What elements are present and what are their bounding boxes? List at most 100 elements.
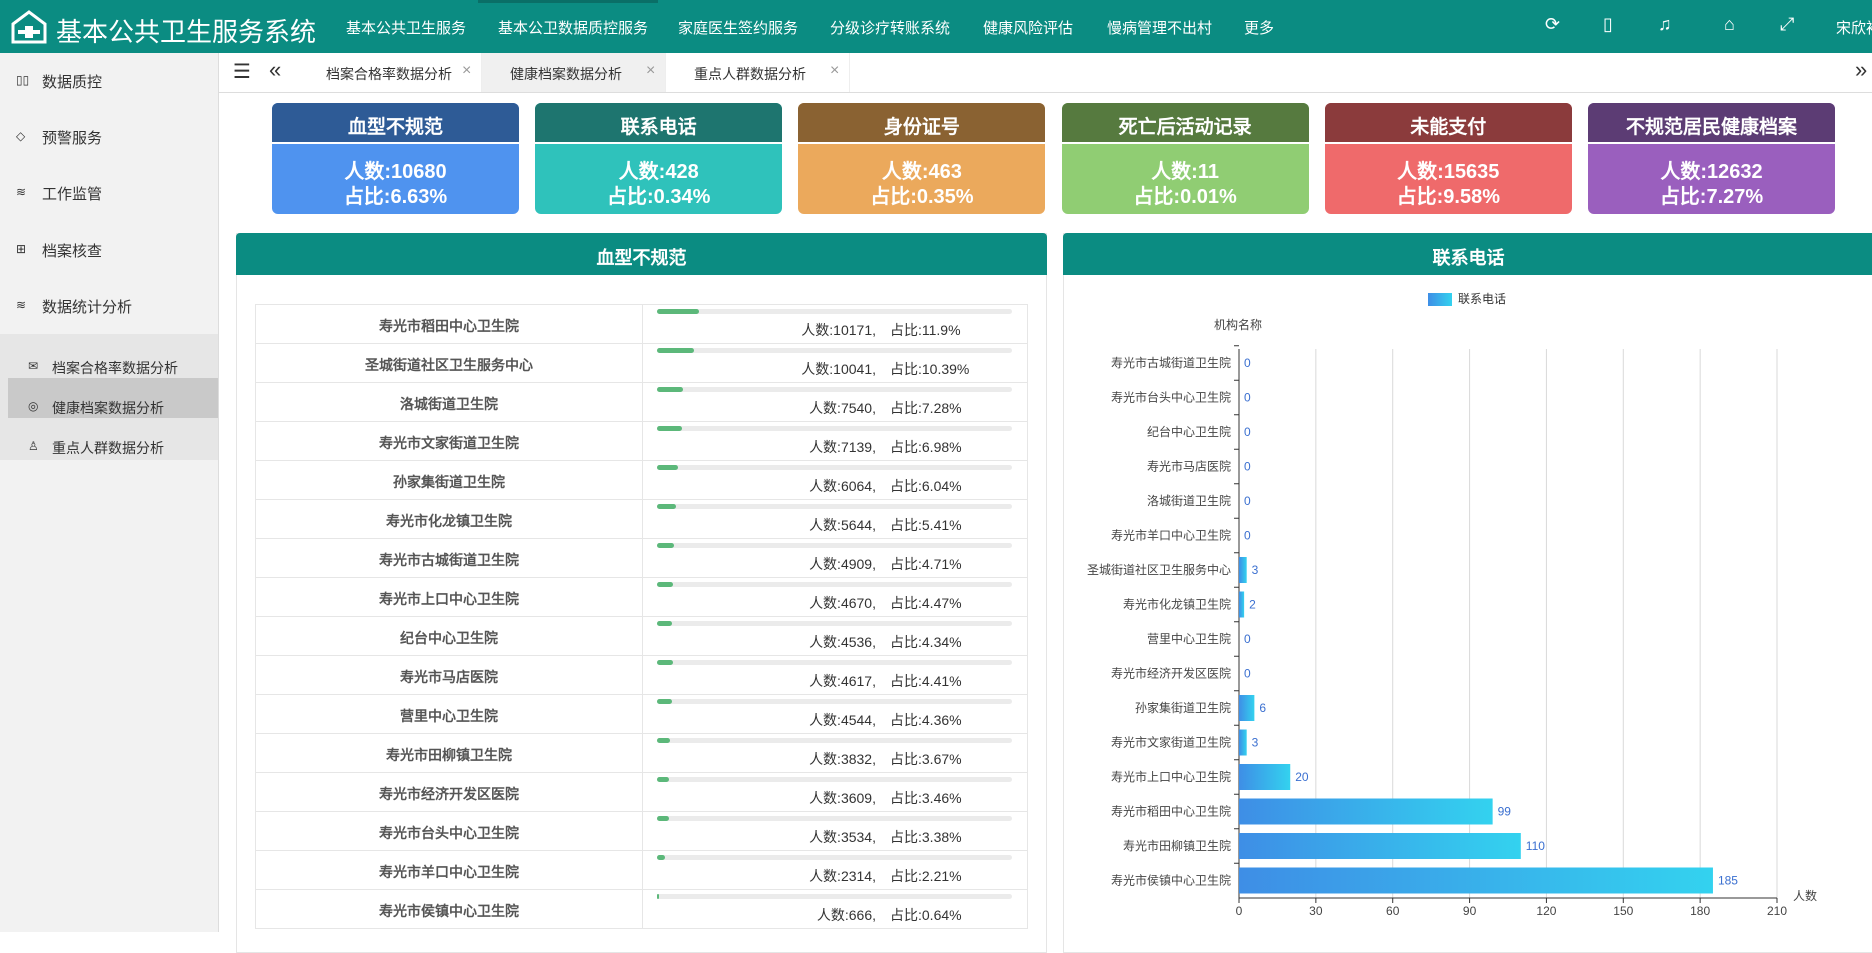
menu-icon: ⊞ bbox=[16, 242, 27, 256]
panel-header bbox=[236, 233, 1047, 275]
tab[interactable]: 健康档案数据分析 × bbox=[482, 53, 666, 92]
submenu-active bbox=[8, 378, 218, 418]
row-ratio: 占比:0.64% bbox=[890, 907, 962, 923]
card-ratio: 占比:7.27% bbox=[1659, 186, 1764, 208]
row-count: 人数:2314, bbox=[809, 868, 876, 884]
x-tick-label: 90 bbox=[1463, 904, 1477, 918]
nav-item[interactable]: 慢病管理不出村 bbox=[1107, 20, 1213, 37]
cell-divider bbox=[642, 851, 643, 889]
card-ratio: 占比:0.34% bbox=[607, 186, 711, 208]
submenu-item[interactable]: 重点人群数据分析 bbox=[52, 440, 164, 456]
cell-divider bbox=[642, 695, 643, 733]
org-name: 洛城街道卫生院 bbox=[400, 396, 498, 412]
cell-divider bbox=[642, 500, 643, 538]
row-count: 人数:4670, bbox=[809, 595, 876, 611]
tab-close[interactable]: × bbox=[830, 62, 840, 79]
menu-item[interactable]: 数据质控 bbox=[42, 74, 103, 91]
tab-label: 档案合格率数据分析 bbox=[326, 66, 452, 82]
card-ratio: 占比:9.58% bbox=[1396, 186, 1500, 208]
y-tick-label: 寿光市稻田中心卫生院 bbox=[1111, 804, 1231, 819]
row-count: 人数:3534, bbox=[809, 829, 876, 845]
nav-item[interactable]: 家庭医生签约服务 bbox=[678, 20, 799, 37]
row-count: 人数:7540, bbox=[809, 400, 876, 416]
progress-track bbox=[657, 309, 1012, 314]
nav-item[interactable]: 健康风险评估 bbox=[983, 20, 1074, 37]
legend-swatch bbox=[1428, 293, 1452, 306]
tab[interactable]: 档案合格率数据分析 × bbox=[298, 53, 482, 92]
card-count: 人数:15635 bbox=[1397, 161, 1500, 183]
submenu-item[interactable]: 档案合格率数据分析 bbox=[52, 360, 178, 376]
org-name: 寿光市田柳镇卫生院 bbox=[386, 747, 512, 763]
org-name: 寿光市羊口中心卫生院 bbox=[379, 864, 519, 880]
x-axis-name: 人数 bbox=[1793, 888, 1817, 903]
value-label: 110 bbox=[1526, 839, 1545, 853]
progress-track bbox=[657, 660, 1012, 665]
tab-label: 重点人群数据分析 bbox=[694, 66, 806, 82]
row-ratio: 占比:4.41% bbox=[890, 673, 962, 689]
progress-track bbox=[657, 855, 1012, 860]
card-ratio: 占比:0.35% bbox=[870, 186, 974, 208]
app-title: 基本公共卫生服务系统 bbox=[56, 17, 317, 47]
row-ratio: 占比:3.67% bbox=[890, 751, 962, 767]
scroll-right[interactable]: » bbox=[1855, 57, 1868, 82]
menu-icon: ≋ bbox=[16, 298, 27, 312]
sidebar: ▯▯ 数据质控 ◇ 预警服务 ≋ 工作监管 ⊞ 档案核查 ≋ 数据统计分析 ✉ 档案合格率数据分析 ◎ 健… bbox=[0, 53, 219, 932]
value-label: 0 bbox=[1244, 667, 1251, 681]
header-icon[interactable]: ⟳ bbox=[1545, 14, 1561, 34]
stat-card: 不规范居民健康档案 人数:12632 占比:7.27% bbox=[1588, 103, 1835, 214]
card-ratio: 占比:0.01% bbox=[1133, 186, 1237, 208]
progress-bar bbox=[657, 348, 694, 353]
cell-divider bbox=[642, 461, 643, 499]
value-label: 0 bbox=[1244, 391, 1251, 405]
tab-close[interactable]: × bbox=[462, 62, 472, 79]
header-icon[interactable]: ♫ bbox=[1658, 14, 1672, 34]
progress-bar bbox=[657, 426, 682, 431]
progress-bar bbox=[657, 816, 669, 821]
row-ratio: 占比:6.98% bbox=[890, 439, 962, 455]
menu-toggle[interactable]: ☰ bbox=[233, 61, 251, 83]
y-tick-label: 纪台中心卫生院 bbox=[1147, 424, 1231, 439]
header-icon[interactable]: ⤢ bbox=[1780, 14, 1795, 34]
user-name[interactable]: 宋欣裕 bbox=[1836, 20, 1872, 37]
value-label: 3 bbox=[1252, 563, 1259, 577]
nav-item[interactable]: 基本公共卫生服务 bbox=[346, 20, 467, 37]
row-count: 人数:7139, bbox=[809, 439, 876, 455]
card-header bbox=[272, 103, 519, 144]
row-ratio: 占比:6.04% bbox=[890, 478, 962, 494]
submenu-item[interactable]: 健康档案数据分析 bbox=[52, 400, 164, 416]
nav-item[interactable]: 更多 bbox=[1244, 20, 1275, 37]
bar bbox=[1239, 729, 1247, 756]
menu-item[interactable]: 工作监管 bbox=[42, 186, 103, 203]
value-label: 0 bbox=[1244, 356, 1251, 370]
value-label: 2 bbox=[1249, 598, 1256, 612]
tab[interactable]: 重点人群数据分析 × bbox=[666, 53, 850, 92]
value-label: 99 bbox=[1498, 805, 1512, 819]
y-tick-label: 营里中心卫生院 bbox=[1147, 631, 1231, 646]
y-tick-label: 孙家集街道卫生院 bbox=[1135, 700, 1231, 715]
bar bbox=[1239, 695, 1255, 721]
scroll-left[interactable]: « bbox=[269, 57, 282, 82]
table-row: 寿光市羊口中心卫生院 人数:2314, 占比:2.21% bbox=[255, 850, 1028, 890]
header: 基本公共卫生服务系统 基本公共卫生服务 基本公卫数据质控服务 家庭医生签约服务 分级诊疗… bbox=[0, 0, 1872, 53]
header-icon[interactable]: ⌂ bbox=[1724, 14, 1735, 34]
menu-icon: ◇ bbox=[16, 129, 26, 143]
menu-item[interactable]: 数据统计分析 bbox=[42, 299, 133, 316]
y-axis-name: 机构名称 bbox=[1214, 317, 1262, 332]
progress-track bbox=[657, 387, 1012, 392]
y-tick-label: 圣城街道社区卫生服务中心 bbox=[1087, 562, 1231, 577]
stat-card: 死亡后活动记录 人数:11 占比:0.01% bbox=[1061, 103, 1309, 214]
value-label: 0 bbox=[1244, 460, 1251, 474]
tab-close[interactable]: × bbox=[646, 62, 656, 79]
menu-item[interactable]: 预警服务 bbox=[42, 130, 103, 147]
menu-item[interactable]: 档案核查 bbox=[42, 243, 103, 260]
header-icon[interactable]: ▯ bbox=[1603, 14, 1613, 34]
nav-item[interactable]: 分级诊疗转账系统 bbox=[830, 20, 951, 37]
progress-track bbox=[657, 582, 1012, 587]
panel-header bbox=[1063, 233, 1872, 275]
progress-bar bbox=[657, 504, 677, 509]
progress-bar bbox=[657, 777, 670, 782]
card-count: 人数:12632 bbox=[1660, 161, 1763, 183]
card-ratio: 占比:6.63% bbox=[343, 186, 448, 208]
nav-item[interactable]: 基本公卫数据质控服务 bbox=[498, 20, 649, 37]
